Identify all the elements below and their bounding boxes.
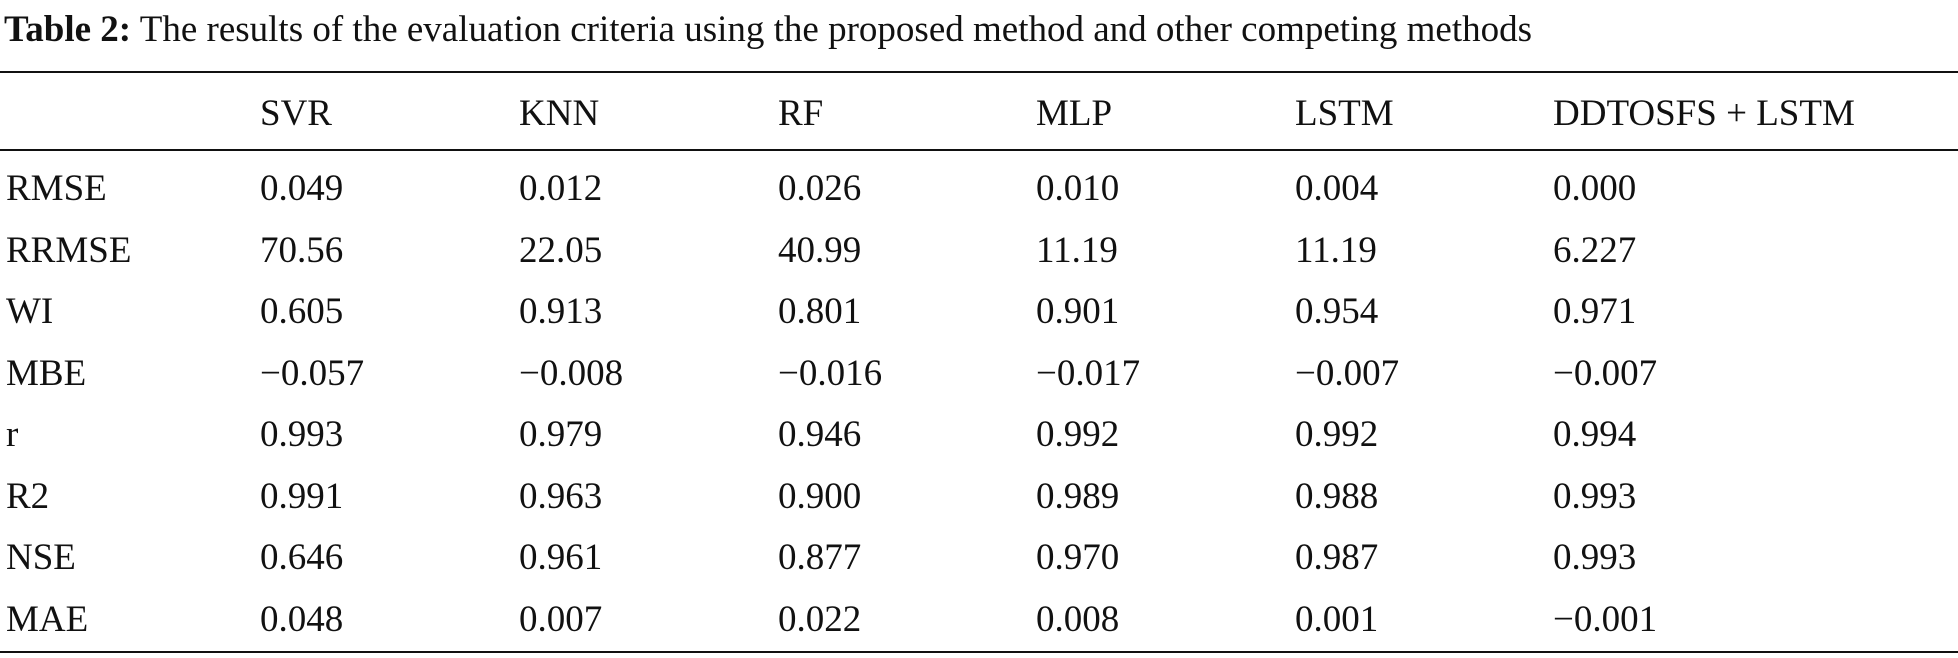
table-cell: 0.007 (519, 598, 603, 640)
table-cell: 0.963 (519, 475, 603, 517)
table-cell: 0.901 (1036, 291, 1120, 332)
table-cell: 0.970 (1036, 537, 1120, 578)
table-header-rule (0, 149, 1958, 151)
table-cell: −0.057 (260, 352, 365, 394)
table-cell: 0.987 (1295, 537, 1379, 578)
row-metric-label: R2 (6, 475, 50, 517)
table-cell: 0.961 (519, 537, 603, 578)
table-cell: 0.946 (778, 414, 862, 455)
table-cell: 0.605 (260, 291, 344, 332)
table-cell: 40.99 (778, 229, 862, 271)
table-bottom-rule (0, 651, 1958, 653)
table-cell: 0.008 (1036, 598, 1120, 640)
table-cell: −0.016 (778, 352, 883, 394)
column-header-mlp: MLP (1036, 93, 1113, 134)
table-cell: 0.994 (1553, 414, 1637, 455)
table-cell: 0.954 (1295, 291, 1379, 332)
row-metric-label: RMSE (6, 168, 107, 209)
caption-text: The results of the evaluation criteria u… (131, 9, 1532, 50)
table-cell: 0.026 (778, 168, 862, 209)
table-cell: 0.000 (1553, 168, 1637, 209)
table-cell: 0.877 (778, 537, 862, 578)
row-metric-label: RRMSE (6, 229, 132, 271)
table-cell: 6.227 (1553, 229, 1637, 271)
table-cell: 0.992 (1295, 414, 1379, 455)
column-header-svr: SVR (260, 93, 332, 134)
table-cell: 0.993 (1553, 475, 1637, 517)
table-cell: 0.993 (260, 414, 344, 455)
table-cell: 0.801 (778, 291, 862, 332)
table-cell: 11.19 (1036, 229, 1118, 271)
table-cell: 0.646 (260, 537, 344, 578)
column-header-lstm: LSTM (1295, 93, 1394, 134)
column-header-ddtosfs-lstm: DDTOSFS + LSTM (1553, 93, 1855, 134)
table-cell: −0.001 (1553, 598, 1658, 640)
table-cell: 0.001 (1295, 598, 1379, 640)
table-cell: 11.19 (1295, 229, 1377, 271)
table-cell: 22.05 (519, 229, 603, 271)
caption-label: Table 2: (4, 9, 132, 50)
table-cell: 0.991 (260, 475, 344, 517)
table-cell: 0.010 (1036, 168, 1120, 209)
table-cell: 0.048 (260, 598, 344, 640)
table-cell: 0.971 (1553, 291, 1637, 332)
row-metric-label: MAE (6, 598, 89, 640)
table-cell: 0.913 (519, 291, 603, 332)
table-cell: 0.993 (1553, 537, 1637, 578)
table-cell: −0.008 (519, 352, 624, 394)
table-cell: −0.007 (1295, 352, 1400, 394)
table-cell: −0.017 (1036, 352, 1141, 394)
table-cell: 0.979 (519, 414, 603, 455)
row-metric-label: NSE (6, 537, 76, 578)
row-metric-label: WI (6, 291, 54, 332)
row-metric-label: r (6, 414, 19, 455)
table-cell: 0.012 (519, 168, 603, 209)
row-metric-label: MBE (6, 352, 87, 394)
table-cell: −0.007 (1553, 352, 1658, 394)
table-top-rule (0, 71, 1958, 73)
table-cell: 0.989 (1036, 475, 1120, 517)
table-cell: 0.049 (260, 168, 344, 209)
table-cell: 0.992 (1036, 414, 1120, 455)
table-caption: Table 2: The results of the evaluation c… (4, 4, 1954, 56)
table-cell: 0.004 (1295, 168, 1379, 209)
column-header-knn: KNN (519, 93, 600, 134)
table-cell: 0.988 (1295, 475, 1379, 517)
table-cell: 70.56 (260, 229, 344, 271)
table-cell: 0.900 (778, 475, 862, 517)
table-cell: 0.022 (778, 598, 862, 640)
column-header-rf: RF (778, 93, 824, 134)
